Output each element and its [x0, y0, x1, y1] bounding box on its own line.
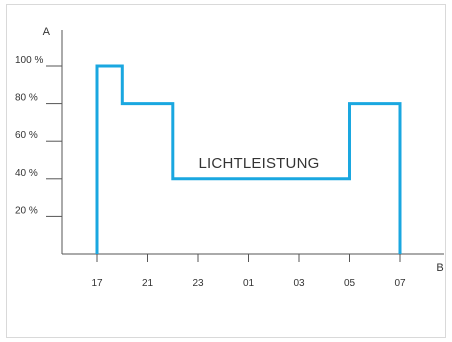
x-axis-label: B: [436, 262, 443, 274]
y-tick-label: 40 %: [15, 168, 38, 179]
x-tick-label: 17: [91, 278, 103, 289]
chart-annotation: LICHTLEISTUNG: [199, 155, 320, 172]
x-tick-label: 05: [344, 278, 356, 289]
x-tick-label: 03: [293, 278, 305, 289]
x-tick-label: 01: [243, 278, 255, 289]
x-tick-label: 07: [394, 278, 406, 289]
y-tick-label: 20 %: [15, 205, 38, 216]
series-line: [95, 64, 402, 254]
y-tick-label: 100 %: [15, 55, 43, 66]
y-tick-label: 80 %: [15, 93, 38, 104]
chart-frame: [6, 4, 446, 338]
x-tick-label: 23: [192, 278, 204, 289]
y-tick-label: 60 %: [15, 130, 38, 141]
x-tick-label: 21: [142, 278, 154, 289]
y-axis-label: A: [43, 26, 51, 38]
